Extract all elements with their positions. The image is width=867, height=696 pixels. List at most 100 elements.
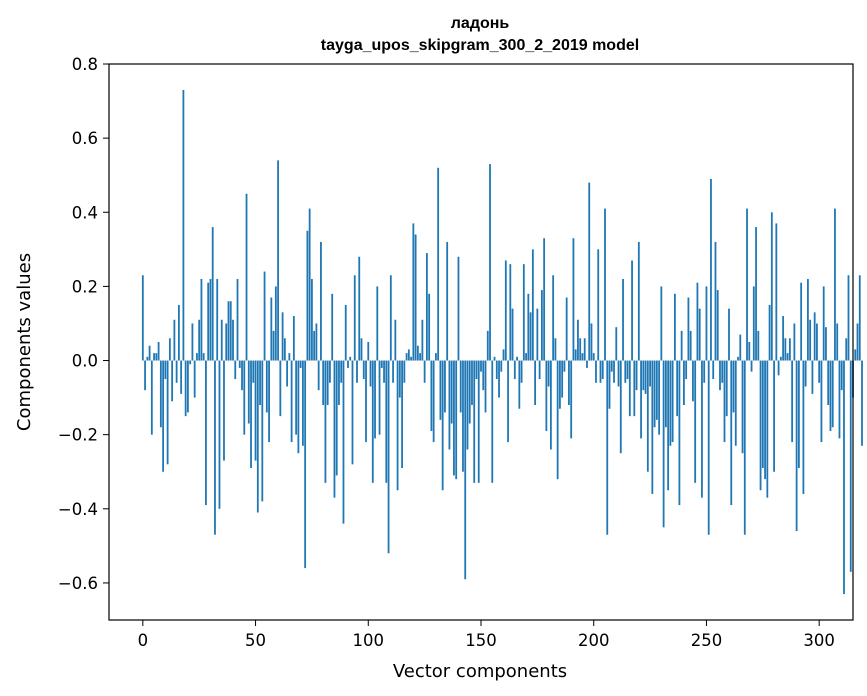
bar-210 [615,327,618,361]
bar-122 [416,345,419,361]
bar-143 [464,360,467,580]
plot-frame [108,63,854,621]
bar-94 [353,275,356,361]
bar-35 [220,319,223,361]
bar-241 [685,360,688,380]
bar-273 [757,330,760,361]
bar-144 [466,360,469,450]
bar-304 [827,360,830,406]
y-tick-label: −0.6 [58,574,98,593]
bar-158 [498,360,500,398]
bar-46 [245,193,248,361]
bar-115 [401,360,403,469]
bar-162 [507,360,509,443]
bar-219 [635,360,638,391]
bar-313 [847,275,850,361]
bar-207 [608,360,611,409]
y-tick-label: 0.8 [72,55,98,74]
bar-198 [588,182,591,361]
bar-251 [707,360,710,535]
bar-172 [529,312,532,361]
bar-200 [592,353,595,361]
bar-246 [696,282,699,361]
bar-31 [211,227,214,361]
bar-83 [329,360,331,383]
bar-293 [802,360,805,494]
bar-168 [520,360,523,383]
bar-209 [613,360,615,383]
bar-134 [444,360,446,413]
bar-151 [482,360,485,391]
bar-98 [362,360,365,380]
bar-189 [568,360,570,406]
bar-0 [141,275,144,361]
bar-238 [678,360,681,506]
bar-215 [626,360,629,380]
bar-171 [527,293,530,361]
bar-224 [646,360,649,472]
bar-247 [698,308,701,361]
bar-140 [457,256,460,361]
bar-201 [595,360,597,383]
bar-310 [840,360,843,391]
bar-113 [396,360,399,491]
bar-141 [459,360,462,413]
bar-76 [313,330,316,361]
y-tick-label: −0.4 [58,500,98,519]
bar-226 [651,360,654,494]
bar-230 [660,286,663,361]
bar-78 [317,360,320,391]
bar-95 [356,360,358,383]
bar-3 [148,345,151,361]
bar-40 [232,319,234,361]
bar-8 [159,360,162,428]
bar-24 [196,353,198,361]
bar-240 [683,360,685,406]
bar-192 [574,349,577,361]
bar-306 [831,360,834,428]
bar-45 [243,360,246,435]
bar-37 [225,323,228,361]
bar-156 [493,356,496,361]
bar-132 [439,360,442,420]
x-tick-label: 200 [578,631,610,650]
bar-239 [680,330,683,361]
y-tick-label: −0.2 [58,426,98,445]
bar-100 [367,342,370,361]
bar-278 [768,304,771,361]
bar-128 [430,360,433,431]
bar-4 [150,360,153,435]
bar-85 [333,360,336,498]
bar-75 [311,278,313,361]
bar-299 [816,323,818,361]
bar-284 [782,316,785,361]
bar-42 [236,278,239,361]
bar-112 [394,319,397,361]
bar-261 [730,360,733,506]
bar-47 [247,360,250,424]
y-tick-label: 0.2 [72,277,98,296]
bar-104 [376,286,379,361]
bar-174 [534,360,537,406]
bar-254 [714,241,717,361]
bar-69 [297,360,300,454]
bar-305 [829,360,832,431]
y-tick-label: 0.6 [72,129,98,148]
bar-161 [504,260,507,361]
bar-28 [205,360,207,506]
bar-90 [344,304,347,361]
bar-256 [719,360,721,391]
bar-9 [162,360,165,472]
bar-307 [834,208,836,361]
bar-33 [216,278,219,361]
bar-319 [861,360,863,446]
bar-220 [637,241,640,361]
x-axis-label: Vector components [393,661,567,682]
bar-263 [734,360,737,446]
bar-12 [168,338,171,361]
bar-303 [825,327,827,361]
bar-55 [265,360,268,413]
bar-248 [701,360,703,498]
bar-176 [538,360,541,380]
